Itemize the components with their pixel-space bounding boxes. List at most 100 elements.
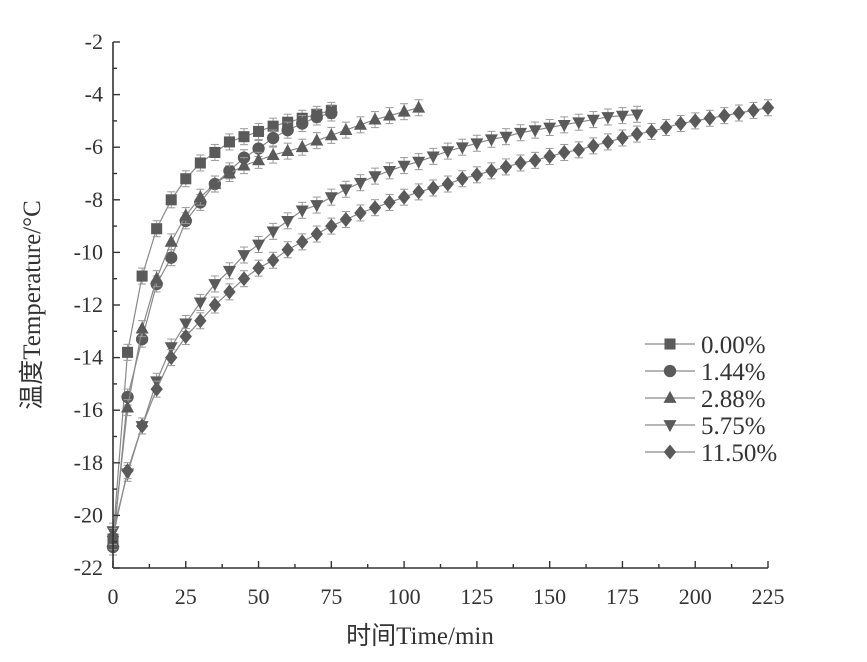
y-tick-label: -10 [74, 239, 103, 264]
data-point [252, 142, 265, 155]
legend-marker [663, 420, 677, 433]
y-tick-label: -6 [85, 134, 103, 159]
data-point [732, 105, 746, 121]
legend-item-1-44: 1.44% [645, 359, 766, 386]
legend-marker [663, 390, 677, 403]
data-point [659, 120, 673, 135]
series-line-0-00 [112, 109, 332, 540]
data-point [253, 125, 265, 137]
data-point [151, 223, 163, 235]
data-point [630, 126, 644, 142]
data-point [353, 117, 367, 130]
data-point [543, 122, 557, 135]
data-point [222, 265, 236, 278]
data-point [164, 342, 178, 355]
data-point [165, 194, 177, 206]
x-tick-label: 75 [320, 584, 342, 609]
data-point [165, 251, 178, 264]
x-tick-label: 175 [606, 584, 639, 609]
x-tick-label: 225 [752, 584, 785, 609]
data-point [193, 297, 207, 310]
data-point [484, 134, 498, 147]
data-point [470, 138, 484, 151]
plot-series [106, 99, 775, 556]
data-point [412, 184, 425, 200]
y-tick-label: -12 [74, 292, 103, 317]
legend-marker [663, 364, 677, 378]
data-point [339, 184, 353, 197]
legend-label: 11.50% [701, 440, 777, 467]
data-point [295, 140, 309, 153]
data-point [630, 109, 644, 122]
data-point [208, 279, 222, 292]
y-axis-title: 温度Temperature/°C [18, 200, 46, 410]
legend-marker [663, 444, 677, 460]
data-point [747, 102, 760, 118]
legend-label: 0.00% [701, 332, 766, 359]
data-point [601, 134, 615, 150]
data-point [528, 125, 542, 138]
data-point [194, 313, 207, 329]
legend-item-0-00: 0.00% [645, 332, 766, 359]
data-point [572, 142, 585, 158]
data-point [456, 171, 469, 187]
data-point [121, 400, 135, 413]
data-point [281, 215, 295, 228]
data-point [397, 160, 411, 173]
y-tick-label: -14 [74, 345, 103, 370]
y-tick-label: -18 [74, 450, 103, 475]
data-point [485, 163, 498, 179]
legend-item-11-50: 11.50% [645, 440, 777, 467]
data-point [354, 205, 367, 221]
data-point [339, 212, 353, 227]
legend: 0.00%1.44%2.88%5.75%11.50% [645, 332, 777, 467]
data-point [586, 114, 600, 127]
data-point [267, 120, 279, 132]
data-point [237, 250, 251, 263]
legend-label: 1.44% [701, 359, 766, 386]
data-point [237, 271, 251, 287]
data-point [122, 346, 134, 358]
legend-label: 5.75% [701, 413, 766, 440]
y-tick-label: -22 [74, 555, 103, 580]
data-point [601, 112, 615, 125]
data-point [324, 192, 338, 205]
x-tick-label: 200 [679, 584, 712, 609]
data-point [150, 271, 164, 284]
data-point [557, 119, 571, 132]
data-point [266, 131, 280, 145]
y-tick-label: -8 [85, 187, 103, 212]
data-point [455, 142, 469, 155]
data-point [223, 136, 235, 148]
data-point [368, 112, 382, 125]
data-point [397, 189, 411, 205]
series-2-88 [106, 99, 426, 551]
series-line-1-44 [112, 112, 332, 548]
data-point [296, 234, 309, 250]
data-point [252, 239, 266, 252]
data-point [223, 284, 236, 300]
y-tick-label: -20 [74, 502, 103, 527]
data-point [165, 350, 178, 366]
data-point [441, 176, 454, 192]
y-tick-label: -16 [74, 397, 103, 422]
x-tick-label: 100 [388, 584, 421, 609]
data-point [266, 252, 280, 268]
legend-item-5-75: 5.75% [645, 413, 766, 440]
data-point [645, 123, 658, 139]
data-point [703, 110, 716, 126]
data-point [558, 144, 571, 160]
data-point [179, 318, 193, 331]
x-tick-label: 125 [460, 584, 493, 609]
data-point [237, 158, 251, 171]
data-point [238, 131, 250, 143]
data-point [281, 143, 295, 157]
data-point [339, 122, 353, 135]
data-point [368, 200, 382, 216]
data-point [281, 123, 294, 137]
data-point [514, 127, 528, 140]
y-tick-label: -4 [85, 82, 103, 107]
data-point [412, 100, 426, 113]
data-point [397, 104, 411, 117]
data-point [383, 194, 396, 210]
